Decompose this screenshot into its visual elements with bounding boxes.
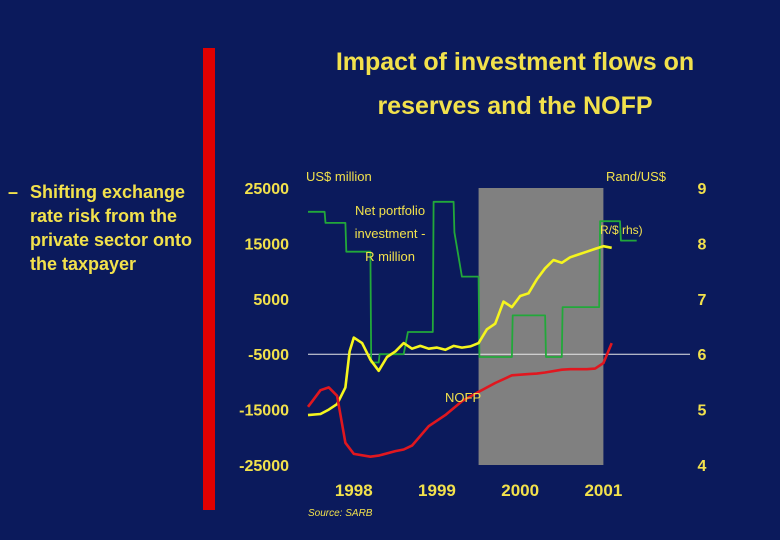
right-tick-label: 4 — [698, 458, 707, 475]
title-line-1: Impact of investment flows on — [335, 48, 695, 76]
right-axis-label: Rand/US$ — [606, 169, 667, 184]
x-tick-label: 1999 — [418, 481, 456, 500]
right-tick-label: 8 — [698, 236, 707, 253]
bullet-text: Shifting exchange rate risk from the pri… — [30, 182, 193, 274]
right-tick-label: 5 — [698, 403, 707, 420]
left-tick-label: -25000 — [239, 458, 289, 475]
source-note: Source: SARB — [308, 508, 373, 519]
x-tick-label: 2001 — [584, 481, 622, 500]
x-tick-label: 2000 — [501, 481, 539, 500]
rand-annotation: R/$ rhs) — [600, 223, 643, 237]
series-lines — [306, 200, 637, 459]
left-axis: 25000 15000 5000 -5000 -15000 -25000 — [239, 181, 289, 475]
portfolio-annotation-line-1: Net portfolio — [355, 203, 425, 218]
x-axis: 1998 1999 2000 2001 — [335, 481, 622, 500]
bullet-dash: – — [8, 182, 19, 202]
x-tick-label: 1998 — [335, 481, 373, 500]
left-tick-label: 25000 — [245, 181, 290, 198]
red-vertical-bar — [203, 48, 215, 510]
left-tick-label: 5000 — [253, 292, 289, 309]
bullet-point: – Shifting exchange rate risk from the p… — [8, 180, 198, 276]
right-tick-label: 7 — [698, 292, 707, 309]
right-tick-label: 9 — [698, 181, 707, 198]
left-axis-label: US$ million — [306, 169, 372, 184]
title-line-2: reserves and the NOFP — [377, 92, 653, 120]
left-tick-label: -15000 — [239, 403, 289, 420]
right-tick-label: 6 — [698, 347, 707, 364]
nofp-annotation: NOFP — [445, 390, 481, 405]
left-tick-label: -5000 — [248, 347, 289, 364]
shaded-period — [478, 188, 604, 465]
left-tick-label: 15000 — [245, 236, 290, 253]
portfolio-annotation-line-2: investment - — [355, 226, 426, 241]
series-line-yellow — [307, 244, 612, 417]
right-axis: 9 8 7 6 5 4 — [698, 181, 707, 475]
series-line-red — [306, 342, 613, 459]
portfolio-annotation-line-3: R million — [365, 249, 415, 264]
series-line-green — [308, 200, 637, 364]
